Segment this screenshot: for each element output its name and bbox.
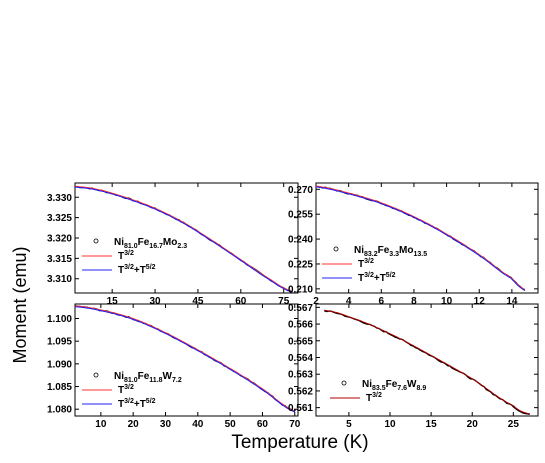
panel-tr: 2 4 6 8 10 12 14 0.210 0.225 0.240 0.255 0.270 Ni83.… (288, 182, 539, 307)
x-tick-label: 4 (346, 296, 352, 307)
fit-t32-line (74, 185, 293, 292)
panel-br: 5 10 15 20 25 0.561 0.562 0.563 0.564 0.565 0.566 0… (288, 303, 539, 430)
y-tick-label: 0.565 (288, 336, 313, 347)
x-tick-label: 8 (411, 296, 417, 307)
fit-t32-t52-line (315, 186, 526, 291)
y-tick-label: 3.310 (47, 274, 72, 285)
panel-bl: 10 20 30 40 50 60 70 1.080 1.085 1.090 1.095 1.100 N… (47, 303, 301, 430)
y-tick-label: 0.255 (288, 210, 313, 221)
y-tick-label: 1.090 (47, 359, 72, 370)
x-tick-label: 5 (346, 419, 352, 430)
x-axis-label: Temperature (K) (231, 432, 368, 453)
fit-t32-t52-line (74, 186, 293, 293)
x-tick-label: 45 (192, 296, 204, 307)
plot-frame (74, 303, 299, 417)
legend-sample-name: Ni81.0Fe16.7Mo2.3 (114, 237, 187, 250)
legend-data-marker (93, 238, 99, 244)
legend: Ni81.0Fe16.7Mo2.3T3/2 T3/2+T5/2 (82, 237, 187, 276)
y-tick-label: 3.320 (47, 234, 72, 245)
fit-t32-t52-line (74, 306, 295, 413)
y-tick-label: 0.564 (288, 353, 313, 364)
legend-sample-name: Ni83.2Fe3.3Mo13.5 (354, 245, 427, 258)
plot-frame (315, 182, 539, 294)
legend-fit-label: T3/2+T5/2 (358, 272, 396, 284)
x-tick-label: 75 (278, 296, 290, 307)
y-tick-label: 3.330 (47, 193, 72, 204)
legend: Ni81.0Fe11.8W7.2T3/2 T3/2+T5/2 (82, 371, 182, 410)
y-tick-label: 0.566 (288, 320, 313, 331)
data-series-line (74, 304, 296, 413)
y-tick-label: 0.562 (288, 386, 313, 397)
x-tick-label: 10 (95, 419, 107, 430)
panel-tl: 15 30 45 60 75 3.310 3.315 3.320 3.325 3.330 Ni81.… (47, 182, 299, 307)
data-series-line (315, 185, 526, 291)
legend-sample-name: Ni81.0Fe11.8W7.2 (114, 371, 182, 384)
y-tick-label: 0.210 (288, 284, 313, 295)
legend-sample-name: Ni83.5Fe7.6W8.9 (362, 379, 426, 392)
legend-fit-label: T3/2 (118, 384, 134, 396)
y-tick-label: 1.100 (47, 314, 72, 325)
legend-data-marker (333, 246, 339, 252)
y-tick-label: 0.225 (288, 259, 313, 270)
y-tick-label: 1.085 (47, 382, 72, 393)
fit-t32-line (315, 185, 526, 290)
x-tick-label: 50 (225, 419, 237, 430)
x-tick-label: 2 (313, 296, 319, 307)
x-tick-label: 20 (128, 419, 140, 430)
y-tick-label: 0.563 (288, 370, 313, 381)
data-series-line (323, 309, 530, 415)
fit-t32-line (74, 305, 295, 412)
x-tick-label: 6 (379, 296, 385, 307)
x-tick-label: 10 (384, 419, 396, 430)
legend-fit-label: T3/2 (118, 250, 134, 262)
x-tick-label: 60 (257, 419, 269, 430)
x-tick-label: 12 (474, 296, 486, 307)
legend-fit-label: T3/2 (366, 392, 382, 404)
x-tick-label: 10 (441, 296, 453, 307)
y-tick-label: 0.567 (288, 303, 313, 314)
x-tick-label: 15 (426, 419, 438, 430)
x-tick-label: 70 (289, 419, 301, 430)
plot-frame (315, 303, 539, 417)
x-tick-label: 60 (235, 296, 247, 307)
x-tick-label: 30 (160, 419, 172, 430)
x-tick-label: 40 (192, 419, 204, 430)
legend-data-marker (341, 380, 347, 386)
legend-data-marker (93, 372, 99, 378)
x-tick-label: 30 (149, 296, 161, 307)
fit-t32-line (324, 309, 530, 415)
legend: Ni83.5Fe7.6W8.9T3/2 (330, 379, 426, 404)
y-tick-label: 1.095 (47, 337, 72, 348)
y-tick-label: 3.315 (47, 254, 72, 265)
x-tick-label: 25 (508, 419, 520, 430)
x-tick-label: 15 (107, 296, 119, 307)
legend-fit-label: T3/2+T5/2 (118, 264, 156, 276)
legend-fit-label: T3/2+T5/2 (118, 398, 156, 410)
legend-fit-label: T3/2 (358, 258, 374, 270)
y-tick-label: 1.080 (47, 405, 72, 416)
data-series-line (74, 186, 293, 293)
y-tick-label: 0.270 (288, 185, 313, 196)
legend: Ni83.2Fe3.3Mo13.5T3/2 T3/2+T5/2 (322, 245, 427, 284)
y-tick-label: 0.240 (288, 235, 313, 246)
y-tick-label: 0.561 (288, 403, 313, 414)
x-tick-label: 20 (467, 419, 479, 430)
x-tick-label: 14 (506, 296, 518, 307)
y-tick-label: 3.325 (47, 213, 72, 224)
y-axis-label: Moment (emu) (10, 246, 30, 363)
